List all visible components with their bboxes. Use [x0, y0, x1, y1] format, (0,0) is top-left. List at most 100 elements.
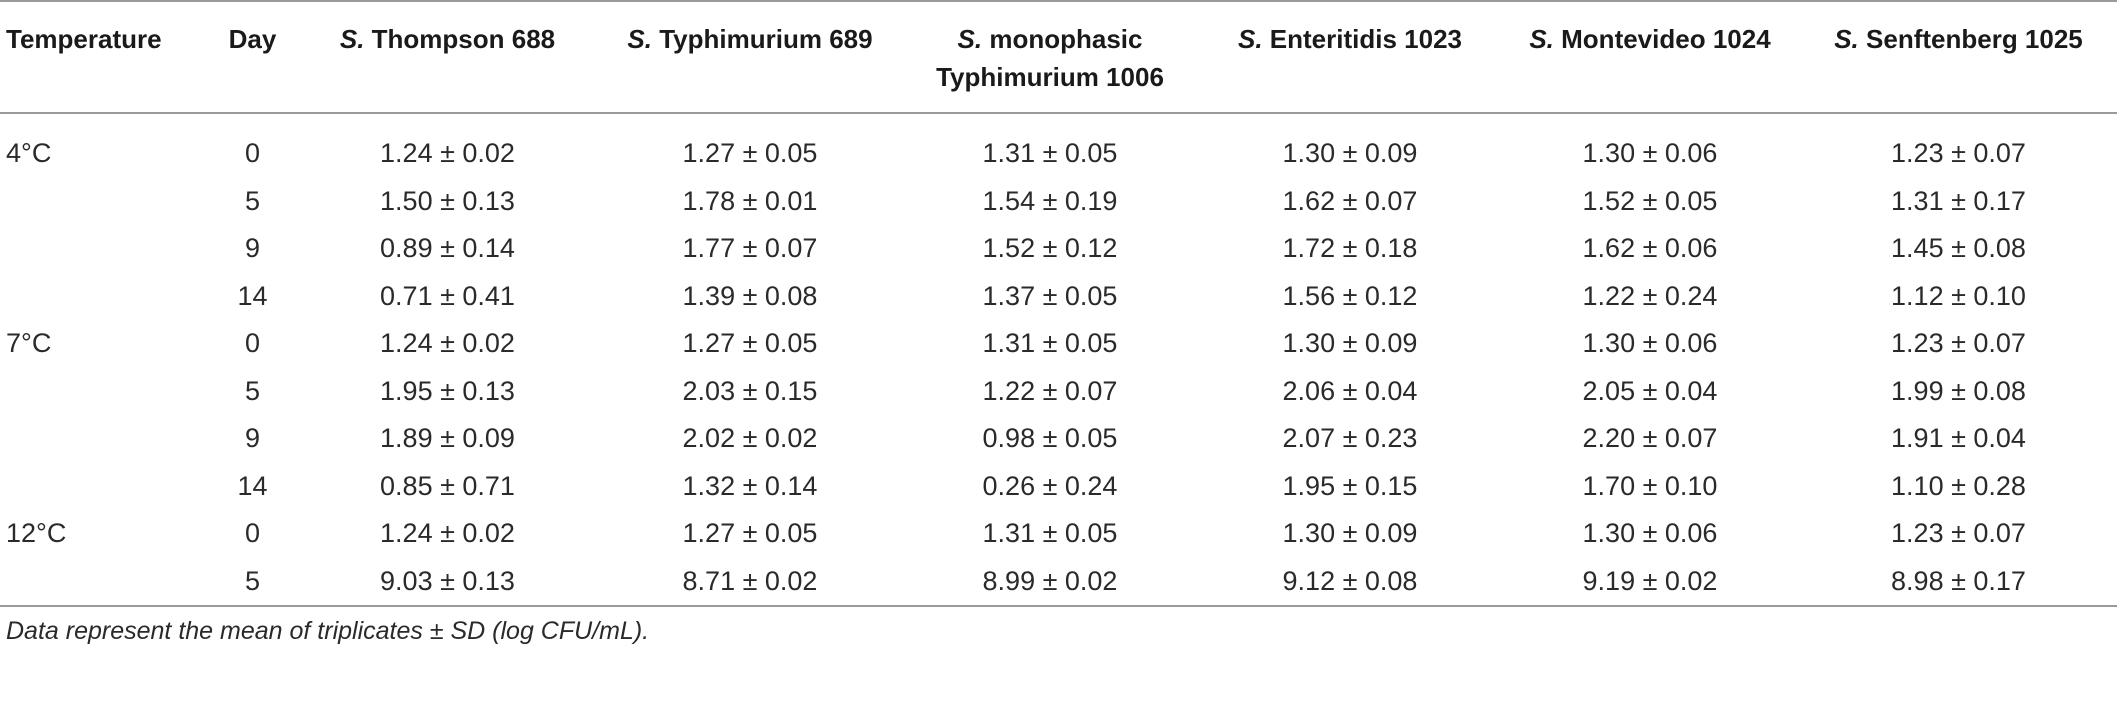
- value-cell: 0.89 ± 0.14: [380, 233, 515, 264]
- value-cell: 1.91 ± 0.04: [1891, 423, 2026, 454]
- table-row: 5 9.03 ± 0.13 8.71 ± 0.02 8.99 ± 0.02 9.…: [0, 558, 2117, 607]
- header-strain-montevideo: S. Montevideo 1024: [1500, 1, 1800, 113]
- day-cell: 5: [244, 375, 261, 406]
- value-cell: 2.07 ± 0.23: [1282, 423, 1418, 454]
- value-cell: 2.06 ± 0.04: [1282, 375, 1418, 406]
- header-strain-name: monophasic Typhimurium 1006: [936, 24, 1164, 92]
- header-strain-name: Enteritidis 1023: [1262, 24, 1462, 54]
- data-table-container: Temperature Day S. Thompson 688 S. Typhi…: [0, 1, 2117, 646]
- table-header-row: Temperature Day S. Thompson 688 S. Typhi…: [0, 1, 2117, 113]
- value-cell: 1.78 ± 0.01: [682, 185, 818, 216]
- table-row: 4°C 0 1.24 ± 0.02 1.27 ± 0.05 1.31 ± 0.0…: [0, 113, 2117, 178]
- value-cell: 1.12 ± 0.10: [1891, 280, 2026, 311]
- value-cell: 1.31 ± 0.05: [982, 518, 1118, 549]
- value-cell: 1.32 ± 0.14: [682, 470, 818, 501]
- temperature-cell: [0, 415, 210, 463]
- table-row: 7°C 0 1.24 ± 0.02 1.27 ± 0.05 1.31 ± 0.0…: [0, 320, 2117, 368]
- header-genus: S.: [627, 24, 652, 54]
- header-strain-name: Thompson 688: [364, 24, 556, 54]
- temperature-cell: [0, 368, 210, 416]
- value-cell: 1.30 ± 0.09: [1282, 328, 1418, 359]
- day-cell: 0: [244, 138, 261, 169]
- value-cell: 1.62 ± 0.07: [1282, 185, 1418, 216]
- value-cell: 0.98 ± 0.05: [982, 423, 1118, 454]
- day-cell: 9: [244, 233, 261, 264]
- value-cell: 1.52 ± 0.05: [1582, 185, 1718, 216]
- header-genus: S.: [1238, 24, 1263, 54]
- value-cell: 0.26 ± 0.24: [982, 470, 1118, 501]
- value-cell: 1.54 ± 0.19: [982, 185, 1118, 216]
- temperature-cell: [0, 463, 210, 511]
- day-cell: 14: [237, 280, 268, 311]
- table-row: 12°C 0 1.24 ± 0.02 1.27 ± 0.05 1.31 ± 0.…: [0, 510, 2117, 558]
- temperature-cell: 12°C: [6, 518, 67, 549]
- day-cell: 14: [237, 470, 268, 501]
- value-cell: 1.31 ± 0.05: [982, 328, 1118, 359]
- day-cell: 0: [244, 328, 261, 359]
- value-cell: 1.30 ± 0.09: [1282, 138, 1418, 169]
- day-cell: 5: [244, 185, 261, 216]
- value-cell: 1.37 ± 0.05: [982, 280, 1118, 311]
- value-cell: 1.23 ± 0.07: [1891, 328, 2026, 359]
- table-row: 5 1.50 ± 0.13 1.78 ± 0.01 1.54 ± 0.19 1.…: [0, 178, 2117, 226]
- header-genus: S.: [339, 24, 365, 54]
- data-table: Temperature Day S. Thompson 688 S. Typhi…: [0, 1, 2117, 646]
- value-cell: 2.02 ± 0.02: [682, 423, 818, 454]
- value-cell: 1.10 ± 0.28: [1891, 470, 2026, 501]
- table-footer-row: Data represent the mean of triplicates ±…: [0, 606, 2117, 646]
- table-footnote: Data represent the mean of triplicates ±…: [6, 617, 650, 645]
- header-strain-name: Montevideo 1024: [1553, 24, 1771, 54]
- value-cell: 8.71 ± 0.02: [682, 565, 818, 596]
- value-cell: 1.31 ± 0.17: [1891, 185, 2026, 216]
- table-row: 14 0.85 ± 0.71 1.32 ± 0.14 0.26 ± 0.24 1…: [0, 463, 2117, 511]
- value-cell: 1.89 ± 0.09: [380, 423, 515, 454]
- temperature-cell: [0, 558, 210, 607]
- value-cell: 2.03 ± 0.15: [682, 375, 818, 406]
- header-strain-enteritidis: S. Enteritidis 1023: [1200, 1, 1500, 113]
- value-cell: 9.03 ± 0.13: [380, 565, 515, 596]
- value-cell: 2.05 ± 0.04: [1582, 375, 1718, 406]
- value-cell: 1.27 ± 0.05: [682, 518, 818, 549]
- value-cell: 1.24 ± 0.02: [380, 328, 515, 359]
- table-row: 14 0.71 ± 0.41 1.39 ± 0.08 1.37 ± 0.05 1…: [0, 273, 2117, 321]
- value-cell: 1.70 ± 0.10: [1582, 470, 1718, 501]
- value-cell: 0.71 ± 0.41: [380, 280, 515, 311]
- value-cell: 1.62 ± 0.06: [1582, 233, 1718, 264]
- value-cell: 1.23 ± 0.07: [1891, 138, 2026, 169]
- value-cell: 1.31 ± 0.05: [982, 138, 1118, 169]
- value-cell: 1.72 ± 0.18: [1282, 233, 1418, 264]
- value-cell: 0.85 ± 0.71: [380, 470, 515, 501]
- value-cell: 1.24 ± 0.02: [380, 518, 515, 549]
- value-cell: 1.39 ± 0.08: [682, 280, 818, 311]
- temperature-cell: 7°C: [6, 328, 52, 359]
- temperature-cell: 4°C: [6, 138, 52, 169]
- value-cell: 1.24 ± 0.02: [380, 138, 515, 169]
- table-row: 9 0.89 ± 0.14 1.77 ± 0.07 1.52 ± 0.12 1.…: [0, 225, 2117, 273]
- value-cell: 1.56 ± 0.12: [1282, 280, 1418, 311]
- day-cell: 9: [244, 423, 261, 454]
- value-cell: 1.30 ± 0.09: [1282, 518, 1418, 549]
- header-day: Day: [228, 24, 277, 54]
- value-cell: 8.99 ± 0.02: [982, 565, 1118, 596]
- header-strain-thompson: S. Thompson 688: [295, 1, 600, 113]
- value-cell: 1.22 ± 0.07: [982, 375, 1118, 406]
- value-cell: 1.77 ± 0.07: [682, 233, 818, 264]
- header-strain-name: Typhimurium 689: [652, 24, 873, 54]
- header-strain-typhimurium: S. Typhimurium 689: [600, 1, 900, 113]
- day-cell: 5: [244, 565, 261, 596]
- temperature-cell: [0, 225, 210, 273]
- value-cell: 1.50 ± 0.13: [380, 185, 515, 216]
- header-strain-senftenberg: S. Senftenberg 1025: [1800, 1, 2117, 113]
- value-cell: 1.27 ± 0.05: [682, 138, 818, 169]
- value-cell: 1.95 ± 0.15: [1282, 470, 1418, 501]
- table-row: 5 1.95 ± 0.13 2.03 ± 0.15 1.22 ± 0.07 2.…: [0, 368, 2117, 416]
- value-cell: 9.19 ± 0.02: [1582, 565, 1718, 596]
- value-cell: 8.98 ± 0.17: [1891, 565, 2026, 596]
- header-genus: S.: [1529, 24, 1554, 54]
- header-strain-name: Senftenberg 1025: [1858, 24, 2083, 54]
- header-genus: S.: [957, 24, 983, 54]
- table-row: 9 1.89 ± 0.09 2.02 ± 0.02 0.98 ± 0.05 2.…: [0, 415, 2117, 463]
- value-cell: 9.12 ± 0.08: [1282, 565, 1418, 596]
- value-cell: 1.23 ± 0.07: [1891, 518, 2026, 549]
- value-cell: 1.45 ± 0.08: [1891, 233, 2026, 264]
